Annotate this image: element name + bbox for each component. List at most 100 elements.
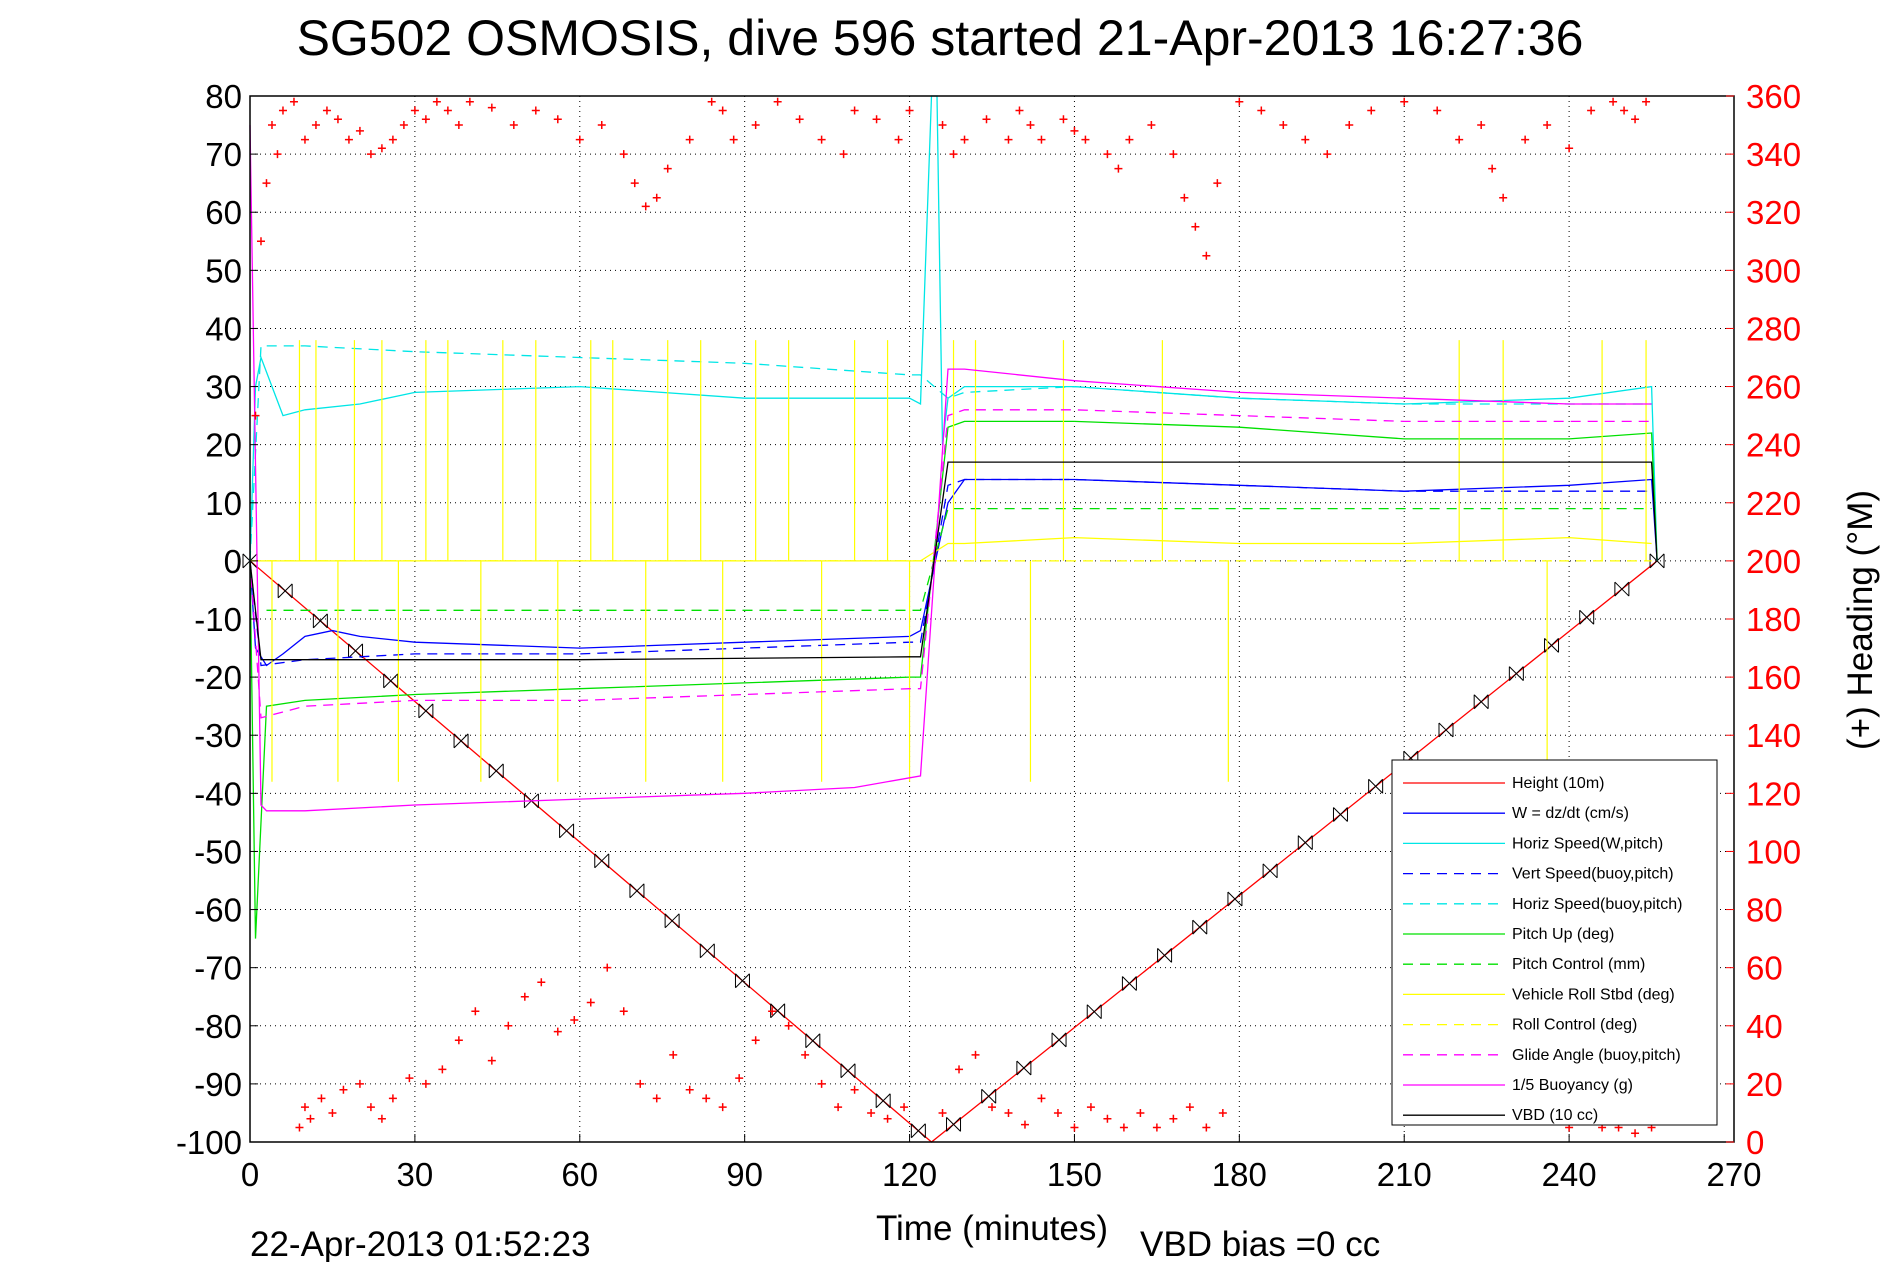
series-glide-angle-buoy-pitch (249, 409, 1652, 719)
heading-point (938, 1108, 947, 1117)
height-marker (1157, 947, 1173, 963)
heading-point (718, 106, 727, 115)
height-marker (1473, 694, 1489, 710)
heading-point (289, 97, 298, 106)
y-tick-label: 60 (205, 194, 242, 231)
y-tick-label: 30 (205, 369, 242, 406)
heading-point (867, 1108, 876, 1117)
height-marker (1579, 609, 1595, 625)
series-w-dz-dt-cm-s (249, 478, 1658, 667)
heading-point (339, 1085, 348, 1094)
heading-point (955, 1065, 964, 1074)
heading-point (1213, 179, 1222, 188)
series-vert-speed-buoy-pitch (249, 478, 1652, 667)
heading-point (1015, 106, 1024, 115)
heading-point (1631, 115, 1640, 124)
heading-point (1642, 97, 1651, 106)
height-marker (1192, 919, 1208, 935)
heading-point (421, 1079, 430, 1088)
heading-point (443, 106, 452, 115)
series-line (266, 507, 1652, 611)
height-marker (1368, 778, 1384, 794)
heading-point (273, 150, 282, 159)
heading-point (839, 150, 848, 159)
heading-point (1180, 193, 1189, 202)
heading-point (1543, 121, 1552, 130)
height-marker (1086, 1004, 1102, 1020)
heading-point (641, 202, 650, 211)
x-tick-label: 0 (241, 1156, 259, 1193)
heading-point (1119, 1123, 1128, 1132)
heading-point (504, 1021, 513, 1030)
heading-point (982, 115, 991, 124)
y2-tick-label: 180 (1746, 601, 1801, 638)
heading-point (355, 1079, 364, 1088)
y2-tick-label: 40 (1746, 1008, 1783, 1045)
heading-point (652, 193, 661, 202)
heading-point (1202, 1123, 1211, 1132)
height-marker (277, 583, 293, 599)
heading-point (685, 135, 694, 144)
series-vbd-10-cc (249, 461, 1658, 661)
legend-label: Height (10m) (1512, 775, 1604, 792)
heading-point (438, 1065, 447, 1074)
series-heading (251, 97, 1651, 420)
heading-point (377, 144, 386, 153)
height-marker (840, 1063, 856, 1079)
legend-label: W = dz/dt (cm/s) (1512, 805, 1629, 822)
legend-label: Glide Angle (buoy,pitch) (1512, 1047, 1681, 1064)
height-marker (770, 1003, 786, 1019)
height-marker (488, 763, 504, 779)
heading-point (295, 1123, 304, 1132)
height-marker (629, 883, 645, 899)
height-marker (805, 1033, 821, 1049)
height-marker (664, 913, 680, 929)
heading-point (1152, 1123, 1161, 1132)
y2-axis-ticks: 3603403203002802602402202001801601401201… (1726, 78, 1801, 1161)
heading-point (399, 121, 408, 130)
heading-point (1455, 135, 1464, 144)
heading-point (432, 97, 441, 106)
heading-point (1521, 135, 1530, 144)
height-marker (348, 643, 364, 659)
heading-point (685, 1085, 694, 1094)
y-tick-label: -60 (194, 892, 242, 929)
heading-point (537, 978, 546, 987)
y2-tick-label: 140 (1746, 717, 1801, 754)
heading-point (388, 135, 397, 144)
y2-tick-label: 220 (1746, 485, 1801, 522)
y-tick-label: 10 (205, 485, 242, 522)
heading-point (1323, 150, 1332, 159)
heading-point (1488, 164, 1497, 173)
legend-label: Pitch Control (mm) (1512, 956, 1645, 973)
heading-point (1587, 106, 1596, 115)
footer-timestamp: 22-Apr-2013 01:52:23 (250, 1225, 591, 1262)
heading-point (619, 1007, 628, 1016)
heading-point (366, 1103, 375, 1112)
series-heading-low (295, 963, 1656, 1138)
heading-point (405, 1074, 414, 1083)
height-marker (1544, 638, 1560, 653)
height-marker (594, 853, 610, 869)
heading-point (784, 1021, 793, 1030)
heading-point (1367, 106, 1376, 115)
heading-point (377, 1114, 386, 1123)
height-marker (699, 943, 715, 959)
heading-point (471, 1007, 480, 1016)
heading-point (1345, 121, 1354, 130)
x-tick-label: 150 (1047, 1156, 1102, 1193)
y2-tick-label: 80 (1746, 892, 1783, 929)
series-line (249, 409, 1652, 719)
heading-point (454, 1036, 463, 1045)
y2-tick-label: 240 (1746, 427, 1801, 464)
y-tick-label: -40 (194, 775, 242, 812)
height-marker (1297, 835, 1313, 850)
heading-point (1037, 135, 1046, 144)
height-marker (1121, 976, 1137, 991)
heading-point (317, 1094, 326, 1103)
heading-point (355, 126, 364, 135)
y-tick-label: 70 (205, 136, 242, 173)
heading-point (454, 121, 463, 130)
legend: Height (10m) W = dz/dt (cm/s) Horiz Speed(… (1391, 759, 1718, 1126)
